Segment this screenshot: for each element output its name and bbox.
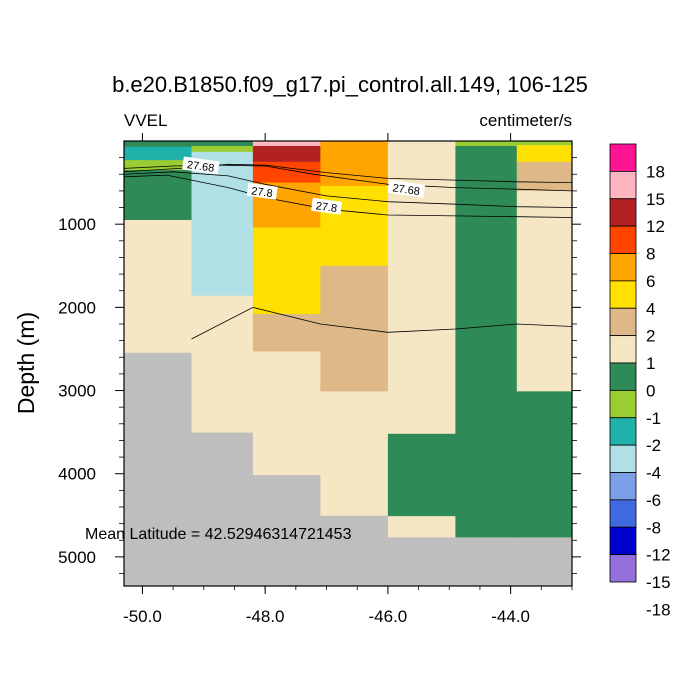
colorbar-swatch [609, 253, 637, 282]
velocity-cell [124, 170, 193, 221]
colorbar-label: 1 [646, 354, 655, 373]
colorbar-swatch [609, 225, 637, 254]
density-contour-line [191, 306, 573, 340]
variable-label: VVEL [124, 111, 167, 130]
colorbar-label: -6 [646, 491, 661, 510]
y-tick-label: 3000 [58, 382, 96, 401]
velocity-cell [387, 516, 456, 538]
velocity-cell [124, 141, 193, 148]
colorbar-label: 6 [646, 272, 655, 291]
colorbar-swatch [609, 362, 637, 391]
plot-area: 27.68 27.68 27.8 27.8 [123, 140, 573, 587]
velocity-cell [124, 160, 193, 171]
colorbar-label: 2 [646, 327, 655, 346]
contour-label: 27.68 [186, 159, 215, 175]
velocity-cell [516, 141, 573, 146]
velocity-cell [516, 161, 573, 192]
velocity-cell [124, 146, 193, 161]
colorbar-swatch [609, 335, 637, 364]
contour-label-box: 27.8 [246, 182, 278, 200]
x-tick-label: -50.0 [123, 607, 162, 626]
colorbar-swatch [609, 280, 637, 309]
y-tick-label: 5000 [58, 548, 96, 567]
velocity-cell [191, 151, 254, 297]
contour-label: 27.8 [251, 185, 274, 200]
colorbar-label: -15 [646, 573, 671, 592]
colorbar: 18 15 12 8 6 4 2 1 0 -1 -2 -4 -6 -8 -12 -15 -18 [609, 143, 671, 619]
contour-labels: 27.68 27.68 27.8 27.8 [182, 156, 426, 215]
colorbar-swatch [609, 170, 637, 200]
colorbar-swatch [609, 526, 637, 556]
colorbar-label: 15 [646, 190, 665, 209]
velocity-cell [124, 220, 193, 353]
velocity-cell [252, 145, 321, 163]
colorbar-label: -1 [646, 409, 661, 428]
velocity-cell [252, 227, 321, 315]
velocity-cell [455, 141, 518, 147]
colorbar-label: -2 [646, 436, 661, 455]
colorbar-swatch [609, 554, 637, 583]
colorbar-label: 12 [646, 217, 665, 236]
colorbar-label: 18 [646, 162, 665, 181]
contour-label-bg [182, 156, 220, 175]
velocity-cell [516, 190, 573, 392]
x-axis: -50.0 -48.0 -46.0 -44.0 [123, 133, 573, 626]
contour-label: 27.68 [392, 182, 421, 198]
velocity-cell [516, 145, 573, 163]
colorbar-label: -8 [646, 518, 661, 537]
velocity-cell [320, 185, 389, 267]
x-tick-label: -48.0 [246, 607, 285, 626]
contour-label-bg [246, 182, 278, 200]
x-tick-label: -46.0 [369, 607, 408, 626]
velocity-cell [320, 391, 389, 516]
colorbar-swatch [609, 417, 637, 446]
colorbar-swatch [609, 143, 637, 172]
colorbar-label: 0 [646, 381, 655, 400]
y-axis: 1000 2000 3000 4000 5000 [58, 157, 581, 574]
units-label: centimeter/s [479, 111, 572, 130]
colorbar-label: -18 [646, 600, 671, 619]
colorbar-swatch [609, 307, 637, 337]
colorbar-swatch [609, 198, 637, 227]
colorbar-swatch [609, 472, 637, 501]
velocity-cell [191, 145, 254, 153]
colorbar-label: -4 [646, 464, 661, 483]
mean-latitude-annotation: Mean Latitude = 42.52946314721453 [85, 526, 352, 543]
contour-label-bg [311, 197, 343, 215]
chart-title: b.e20.B1850.f09_g17.pi_control.all.149, … [112, 72, 588, 97]
colorbar-swatch [609, 499, 637, 528]
contour-label: 27.8 [315, 200, 338, 215]
velocity-cell [252, 314, 321, 352]
velocity-cell [252, 141, 321, 147]
velocity-cell [252, 351, 321, 476]
contour-label-box: 27.68 [387, 179, 426, 198]
density-contour-line [123, 171, 573, 208]
colorbar-swatch [609, 444, 637, 473]
plot-frame [123, 140, 573, 587]
contour-label-bg [387, 179, 426, 198]
y-axis-label: Depth (m) [13, 312, 39, 414]
y-tick-label: 4000 [58, 465, 96, 484]
velocity-cell [455, 145, 518, 538]
colorbar-swatch [609, 389, 637, 419]
velocity-cell [320, 265, 389, 392]
colorbar-label: -12 [646, 546, 671, 565]
x-tick-label: -44.0 [491, 607, 530, 626]
velocity-cell [387, 433, 456, 517]
velocity-cell [516, 391, 573, 538]
y-tick-label: 2000 [58, 298, 96, 317]
colorbar-label: 8 [646, 245, 655, 264]
contour-label-box: 27.68 [182, 156, 220, 175]
velocity-cell [320, 141, 389, 187]
colorbar-label: 4 [646, 299, 655, 318]
velocity-cell [191, 141, 254, 147]
contour-label-box: 27.8 [311, 197, 343, 215]
velocity-cell [191, 295, 254, 433]
y-tick-label: 1000 [58, 215, 96, 234]
